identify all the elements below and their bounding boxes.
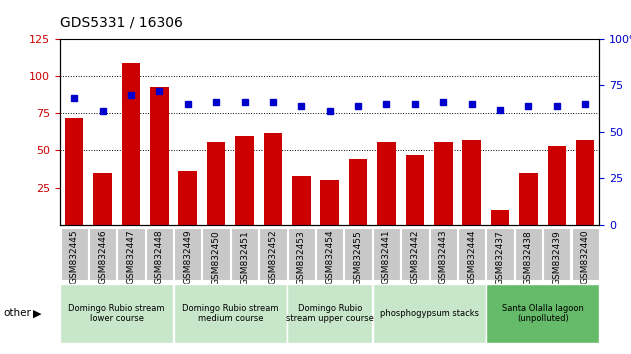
Text: GSM832437: GSM832437	[495, 230, 505, 285]
Bar	[349, 159, 367, 225]
Bar	[372, 284, 486, 343]
Bar	[406, 155, 424, 225]
Text: other: other	[3, 308, 31, 318]
Bar	[61, 228, 88, 280]
Bar	[207, 142, 225, 225]
Text: GSM832441: GSM832441	[382, 230, 391, 285]
Text: ▶: ▶	[33, 308, 41, 318]
Bar	[430, 228, 457, 280]
Text: GSM832444: GSM832444	[467, 230, 476, 284]
Text: Santa Olalla lagoon
(unpolluted): Santa Olalla lagoon (unpolluted)	[502, 304, 584, 323]
Bar	[572, 228, 599, 280]
Text: GSM832442: GSM832442	[410, 230, 420, 284]
Text: GSM832447: GSM832447	[126, 230, 136, 285]
Bar	[491, 210, 509, 225]
Bar	[321, 180, 339, 225]
Bar	[519, 173, 538, 225]
Bar	[486, 284, 599, 343]
Bar	[401, 228, 428, 280]
Text: GSM832455: GSM832455	[353, 230, 363, 285]
Text: GSM832443: GSM832443	[439, 230, 448, 285]
Text: GSM832450: GSM832450	[211, 230, 221, 285]
Bar	[463, 140, 481, 225]
Text: GSM832446: GSM832446	[98, 230, 107, 285]
Bar	[235, 136, 254, 225]
Bar	[487, 228, 514, 280]
Bar	[373, 228, 400, 280]
Bar	[515, 228, 542, 280]
Bar	[458, 228, 485, 280]
Bar	[93, 173, 112, 225]
Bar	[117, 228, 144, 280]
Bar	[231, 228, 258, 280]
Bar	[122, 63, 140, 225]
Text: Domingo Rubio
stream upper course: Domingo Rubio stream upper course	[286, 304, 374, 323]
Bar	[543, 228, 570, 280]
Bar	[179, 171, 197, 225]
Text: GSM832449: GSM832449	[183, 230, 192, 285]
Bar	[292, 176, 310, 225]
Bar	[345, 228, 372, 280]
Bar	[576, 140, 594, 225]
Bar	[60, 284, 174, 343]
Bar	[316, 228, 343, 280]
Bar	[434, 142, 452, 225]
Bar	[174, 228, 201, 280]
Text: Domingo Rubio stream
medium course: Domingo Rubio stream medium course	[182, 304, 278, 323]
Text: GSM832439: GSM832439	[552, 230, 562, 285]
Text: GSM832445: GSM832445	[69, 230, 79, 285]
Text: GDS5331 / 16306: GDS5331 / 16306	[60, 16, 183, 30]
Bar	[65, 118, 83, 225]
Bar	[203, 228, 230, 280]
Text: GSM832448: GSM832448	[155, 230, 164, 285]
Bar	[288, 228, 315, 280]
Bar	[174, 284, 287, 343]
Text: GSM832440: GSM832440	[581, 230, 590, 285]
Text: GSM832451: GSM832451	[240, 230, 249, 285]
Bar	[287, 284, 372, 343]
Text: GSM832454: GSM832454	[325, 230, 334, 285]
Text: phosphogypsum stacks: phosphogypsum stacks	[380, 309, 478, 318]
Text: Domingo Rubio stream
lower course: Domingo Rubio stream lower course	[69, 304, 165, 323]
Text: GSM832453: GSM832453	[297, 230, 306, 285]
Text: GSM832438: GSM832438	[524, 230, 533, 285]
Bar	[150, 86, 168, 225]
Bar	[89, 228, 116, 280]
Bar	[548, 146, 566, 225]
Bar	[264, 133, 282, 225]
Bar	[259, 228, 286, 280]
Text: GSM832452: GSM832452	[268, 230, 278, 285]
Bar	[377, 142, 396, 225]
Bar	[146, 228, 173, 280]
